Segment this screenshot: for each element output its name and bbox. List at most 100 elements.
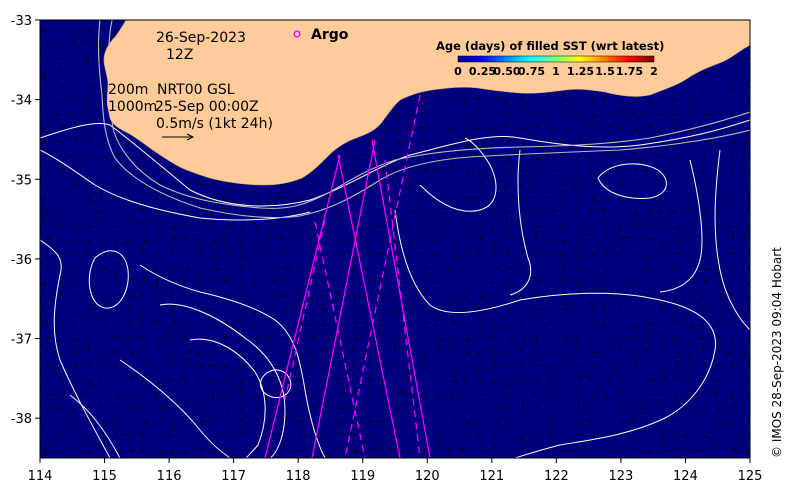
current-vector <box>41 197 47 201</box>
y-tick-label: -38 <box>11 412 32 427</box>
current-vector <box>309 209 313 213</box>
current-vector <box>240 264 243 269</box>
current-vector <box>381 379 385 383</box>
current-vector <box>563 362 566 367</box>
current-vector <box>437 348 440 353</box>
current-vector <box>717 421 722 426</box>
current-vector <box>436 432 439 437</box>
current-vector <box>115 183 119 186</box>
current-vector <box>208 364 215 367</box>
current-vector <box>493 109 496 115</box>
current-vector <box>70 112 75 115</box>
current-vector <box>575 211 579 214</box>
current-vector <box>745 392 749 395</box>
current-vector <box>405 391 411 395</box>
current-vector <box>534 248 537 255</box>
current-vector <box>222 393 229 397</box>
current-vector <box>353 404 356 409</box>
current-vector <box>281 280 285 283</box>
current-vector <box>671 99 677 102</box>
current-vector <box>731 404 737 409</box>
current-vector <box>143 239 148 243</box>
current-vector <box>87 29 94 34</box>
scale-label: 0.5m/s (1kt 24h) <box>156 116 273 132</box>
current-vector <box>493 351 499 355</box>
current-vector <box>128 251 131 255</box>
current-vector <box>702 346 705 353</box>
current-vector <box>647 421 651 424</box>
current-vector <box>698 337 705 340</box>
current-vector <box>647 378 654 381</box>
current-vector <box>339 221 343 227</box>
current-vector <box>157 309 160 315</box>
contour-line <box>394 209 717 458</box>
current-vector <box>493 208 496 213</box>
current-vector <box>632 435 635 439</box>
current-vector <box>255 197 260 203</box>
current-vector <box>493 431 496 437</box>
current-vector <box>561 211 565 215</box>
colorbar-label: 1 <box>552 65 560 78</box>
current-vector <box>56 407 61 411</box>
current-vector <box>507 248 510 255</box>
current-vector <box>395 435 399 441</box>
current-vector <box>703 267 709 271</box>
current-vector <box>154 197 159 200</box>
current-vector <box>605 125 612 129</box>
current-vector <box>423 222 426 227</box>
current-vector <box>167 434 173 437</box>
current-vector <box>633 182 638 185</box>
current-vector <box>475 127 481 130</box>
current-vector <box>717 127 722 133</box>
current-vector <box>320 308 327 311</box>
current-vector <box>59 433 62 437</box>
current-vector <box>577 375 583 381</box>
current-vector <box>491 164 495 171</box>
current-vector <box>591 179 596 185</box>
current-vector <box>464 363 467 367</box>
depth1-label: 200m <box>108 82 148 98</box>
current-vector <box>353 449 359 454</box>
current-vector <box>184 403 187 409</box>
current-vector <box>73 127 77 131</box>
colorbar-label: 1.5 <box>595 65 615 78</box>
current-vector <box>213 449 218 452</box>
current-vector <box>423 351 426 357</box>
current-vector <box>698 449 705 452</box>
current-vector <box>745 80 750 87</box>
current-vector <box>560 225 565 229</box>
current-vector <box>730 197 733 201</box>
track-solid <box>311 139 376 458</box>
current-vector <box>226 265 229 269</box>
current-vector <box>493 421 500 424</box>
current-vector <box>141 392 145 395</box>
current-vector <box>591 407 594 411</box>
current-vector <box>353 431 356 437</box>
current-vector <box>507 337 512 343</box>
current-vector <box>617 266 621 269</box>
current-vector <box>393 346 397 353</box>
current-vector <box>409 309 413 314</box>
current-vector <box>437 407 442 411</box>
current-vector <box>647 182 651 185</box>
current-vector <box>633 211 638 216</box>
current-vector <box>101 445 104 451</box>
current-vector <box>506 220 509 227</box>
current-vector <box>521 447 525 451</box>
current-vector <box>549 262 553 269</box>
current-vector <box>703 113 710 116</box>
current-vector <box>451 379 458 384</box>
current-vector <box>409 211 415 214</box>
current-vector <box>730 169 733 175</box>
current-vector <box>493 137 497 143</box>
current-vector <box>195 336 201 339</box>
current-vector <box>297 432 301 437</box>
current-vector <box>293 281 299 285</box>
current-vector <box>631 193 635 199</box>
current-vector <box>381 295 385 300</box>
current-vector <box>409 99 413 102</box>
current-vector <box>577 139 582 143</box>
current-vector <box>155 295 159 300</box>
y-axis: -33 -34 -35 -36 -37 -38 <box>11 14 40 427</box>
current-vector <box>352 236 355 241</box>
